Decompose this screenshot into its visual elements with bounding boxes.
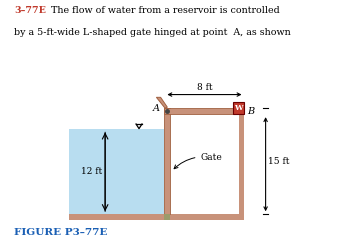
Bar bbox=[238, 108, 244, 220]
Text: by a 5-ft-wide L-shaped gate hinged at point  A, as shown: by a 5-ft-wide L-shaped gate hinged at p… bbox=[14, 28, 291, 37]
Text: The flow of water from a reservoir is controlled: The flow of water from a reservoir is co… bbox=[51, 6, 280, 15]
Bar bbox=[233, 102, 244, 114]
Text: 15 ft: 15 ft bbox=[268, 157, 290, 166]
Text: W: W bbox=[234, 104, 243, 112]
Bar bbox=[164, 214, 170, 220]
Bar bbox=[69, 129, 164, 214]
Text: FIGURE P3–77E: FIGURE P3–77E bbox=[14, 228, 107, 237]
Text: 8 ft: 8 ft bbox=[197, 83, 212, 92]
Bar bbox=[164, 108, 170, 214]
Bar bbox=[170, 214, 244, 220]
Text: Gate: Gate bbox=[174, 152, 222, 169]
Text: B: B bbox=[247, 107, 254, 116]
Polygon shape bbox=[156, 97, 167, 108]
Bar bbox=[164, 108, 238, 114]
Bar bbox=[69, 214, 170, 220]
Text: 12 ft: 12 ft bbox=[81, 167, 102, 176]
Text: 3–77E: 3–77E bbox=[14, 6, 46, 15]
Text: A: A bbox=[153, 104, 160, 113]
